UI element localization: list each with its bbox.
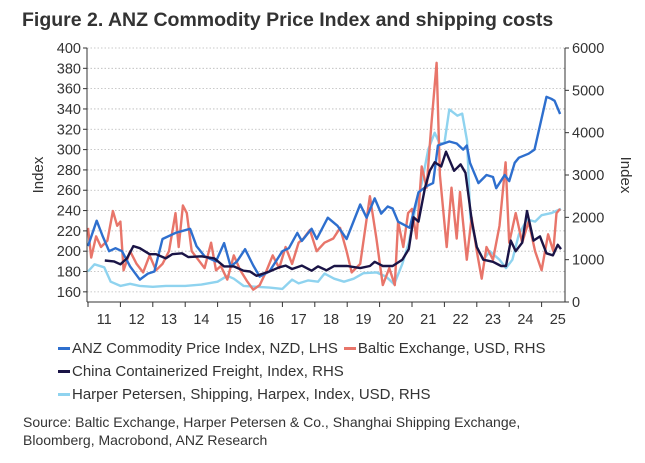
x-tick-label: 13	[161, 312, 177, 328]
y-axis-label-right: Index	[617, 157, 634, 194]
x-tick-label: 14	[193, 312, 209, 328]
legend-item-anz: ANZ Commodity Price Index, NZD, LHS	[58, 340, 338, 357]
y-tick-label-left: 320	[57, 122, 81, 138]
source-line-2: Bloomberg, Macrobond, ANZ Research	[23, 432, 268, 448]
series-line-anz	[86, 95, 562, 281]
legend-row-2: China Containerized Freight, Index, RHS	[58, 363, 350, 380]
series-line-ccfi	[104, 150, 562, 277]
y-tick-label-right: 0	[572, 295, 580, 311]
source-line-1: Source: Baltic Exchange, Harper Petersen…	[23, 414, 521, 430]
y-tick-label-left: 220	[57, 224, 81, 240]
y-tick-label-left: 160	[57, 285, 81, 301]
legend-label: Harper Petersen, Shipping, Harpex, Index…	[72, 386, 431, 403]
legend-row-3: Harper Petersen, Shipping, Harpex, Index…	[58, 386, 437, 403]
x-tick-label: 21	[420, 312, 436, 328]
y-tick-label-right: 3000	[572, 168, 604, 184]
y-tick-label-left: 180	[57, 265, 81, 281]
legend-label: ANZ Commodity Price Index, NZD, LHS	[72, 340, 338, 357]
gridlines	[87, 47, 565, 293]
x-tick-label: 25	[550, 312, 566, 328]
x-tick-label: 20	[388, 312, 404, 328]
legend-item-baltic: Baltic Exchange, USD, RHS	[343, 340, 546, 357]
y-tick-label-right: 4000	[572, 126, 604, 142]
y-tick-label-left: 380	[57, 61, 81, 77]
y-tick-label-right: 1000	[572, 253, 604, 269]
series-line-baltic	[86, 61, 562, 291]
y-axis-label-left: Index	[30, 156, 47, 193]
y-tick-label-left: 340	[57, 102, 81, 118]
x-tick-label: 16	[258, 312, 274, 328]
y-tick-label-left: 240	[57, 204, 81, 220]
legend-item-ccfi: China Containerized Freight, Index, RHS	[58, 363, 344, 380]
axis-ticks: 1601802002202402602803003203403603804000…	[57, 41, 604, 328]
legend-label: China Containerized Freight, Index, RHS	[72, 363, 344, 380]
y-tick-label-right: 6000	[572, 41, 604, 57]
legend-item-harpex: Harper Petersen, Shipping, Harpex, Index…	[58, 386, 431, 403]
y-tick-label-left: 360	[57, 82, 81, 98]
series-lines	[86, 61, 562, 291]
x-tick-label: 17	[291, 312, 307, 328]
y-tick-label-left: 300	[57, 143, 81, 159]
y-tick-label-left: 200	[57, 244, 81, 260]
legend-row-1: ANZ Commodity Price Index, NZD, LHS Balt…	[58, 340, 551, 357]
x-tick-label: 19	[355, 312, 371, 328]
x-tick-label: 12	[129, 312, 145, 328]
y-tick-label-left: 260	[57, 183, 81, 199]
chart: 1601802002202402602803003203403603804000…	[30, 41, 634, 328]
x-tick-label: 18	[323, 312, 339, 328]
x-tick-label: 22	[453, 312, 469, 328]
legend-swatch	[58, 370, 70, 373]
x-tick-label: 11	[97, 312, 112, 328]
legend-label: Baltic Exchange, USD, RHS	[357, 340, 546, 357]
y-tick-label-right: 5000	[572, 83, 604, 99]
y-tick-label-left: 280	[57, 163, 81, 179]
source-note: Source: Baltic Exchange, Harper Petersen…	[23, 413, 623, 449]
y-tick-label-right: 2000	[572, 210, 604, 226]
x-tick-label: 23	[485, 312, 501, 328]
x-tick-label: 15	[226, 312, 242, 328]
legend-swatch	[58, 393, 70, 396]
y-tick-label-left: 400	[57, 41, 81, 57]
x-tick-label: 24	[517, 312, 533, 328]
legend-swatch	[58, 347, 70, 350]
legend-swatch	[343, 347, 356, 350]
chart-title: Figure 2. ANZ Commodity Price Index and …	[22, 9, 554, 31]
